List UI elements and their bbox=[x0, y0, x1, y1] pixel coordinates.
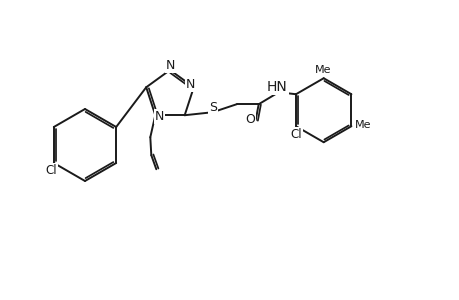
Text: Cl: Cl bbox=[290, 128, 301, 141]
Text: Cl: Cl bbox=[45, 164, 56, 176]
Text: S: S bbox=[208, 101, 216, 114]
Text: N: N bbox=[185, 78, 195, 91]
Text: N: N bbox=[165, 59, 175, 72]
Text: N: N bbox=[154, 110, 164, 123]
Text: O: O bbox=[245, 113, 255, 126]
Text: Me: Me bbox=[314, 65, 330, 75]
Text: HN: HN bbox=[266, 80, 287, 94]
Text: Me: Me bbox=[354, 120, 371, 130]
